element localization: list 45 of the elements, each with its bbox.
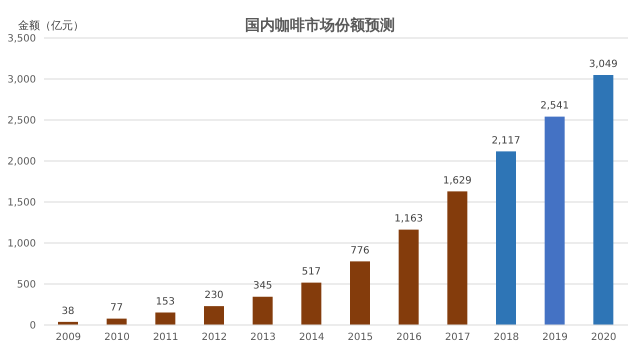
data-label: 3,049	[589, 58, 618, 70]
x-tick-label: 2010	[104, 332, 130, 344]
bar	[447, 191, 468, 325]
data-label: 345	[253, 280, 272, 292]
data-label: 77	[110, 302, 124, 314]
bar	[593, 74, 614, 325]
data-label: 776	[350, 245, 370, 256]
x-tick-label: 2018	[494, 332, 520, 344]
bar	[252, 296, 273, 325]
y-tick-label: 0	[30, 320, 36, 332]
data-label: 517	[302, 266, 321, 278]
y-tick-label: 500	[16, 280, 36, 291]
x-tick-label: 2017	[444, 332, 470, 344]
x-tick-label: 2012	[202, 332, 228, 344]
data-label: 153	[156, 296, 175, 308]
data-label: 2,541	[540, 100, 569, 112]
x-tick-label: 2019	[542, 332, 568, 344]
bar	[155, 312, 176, 325]
bar	[106, 318, 127, 325]
x-tick-label: 2011	[152, 332, 178, 344]
y-axis-title: 金额（亿元）	[18, 18, 84, 33]
y-tick-label: 2,000	[7, 156, 36, 168]
y-tick-label: 1,500	[7, 198, 36, 209]
data-label: 1,629	[443, 175, 472, 186]
chart-title: 国内咖啡市场份额预测	[245, 16, 395, 34]
x-tick-label: 2016	[396, 332, 422, 344]
x-tick-label: 2014	[298, 332, 324, 344]
y-tick-label: 3,000	[7, 74, 36, 86]
bar	[398, 230, 419, 325]
y-tick-label: 3,500	[7, 34, 36, 45]
x-tick-label: 2009	[56, 332, 82, 344]
bar	[350, 261, 370, 325]
data-label: 2,117	[492, 135, 520, 146]
bar	[496, 151, 516, 325]
x-tick-label: 2013	[250, 332, 276, 344]
data-label: 38	[62, 306, 74, 317]
bar	[301, 282, 322, 325]
y-tick-label: 2,500	[7, 116, 36, 127]
data-label: 1,163	[394, 214, 423, 225]
bar	[204, 306, 224, 325]
data-label: 230	[204, 290, 224, 302]
bar	[544, 116, 565, 325]
x-tick-label: 2015	[348, 332, 374, 344]
x-tick-label: 2020	[590, 332, 616, 344]
y-tick-label: 1,000	[7, 238, 36, 250]
